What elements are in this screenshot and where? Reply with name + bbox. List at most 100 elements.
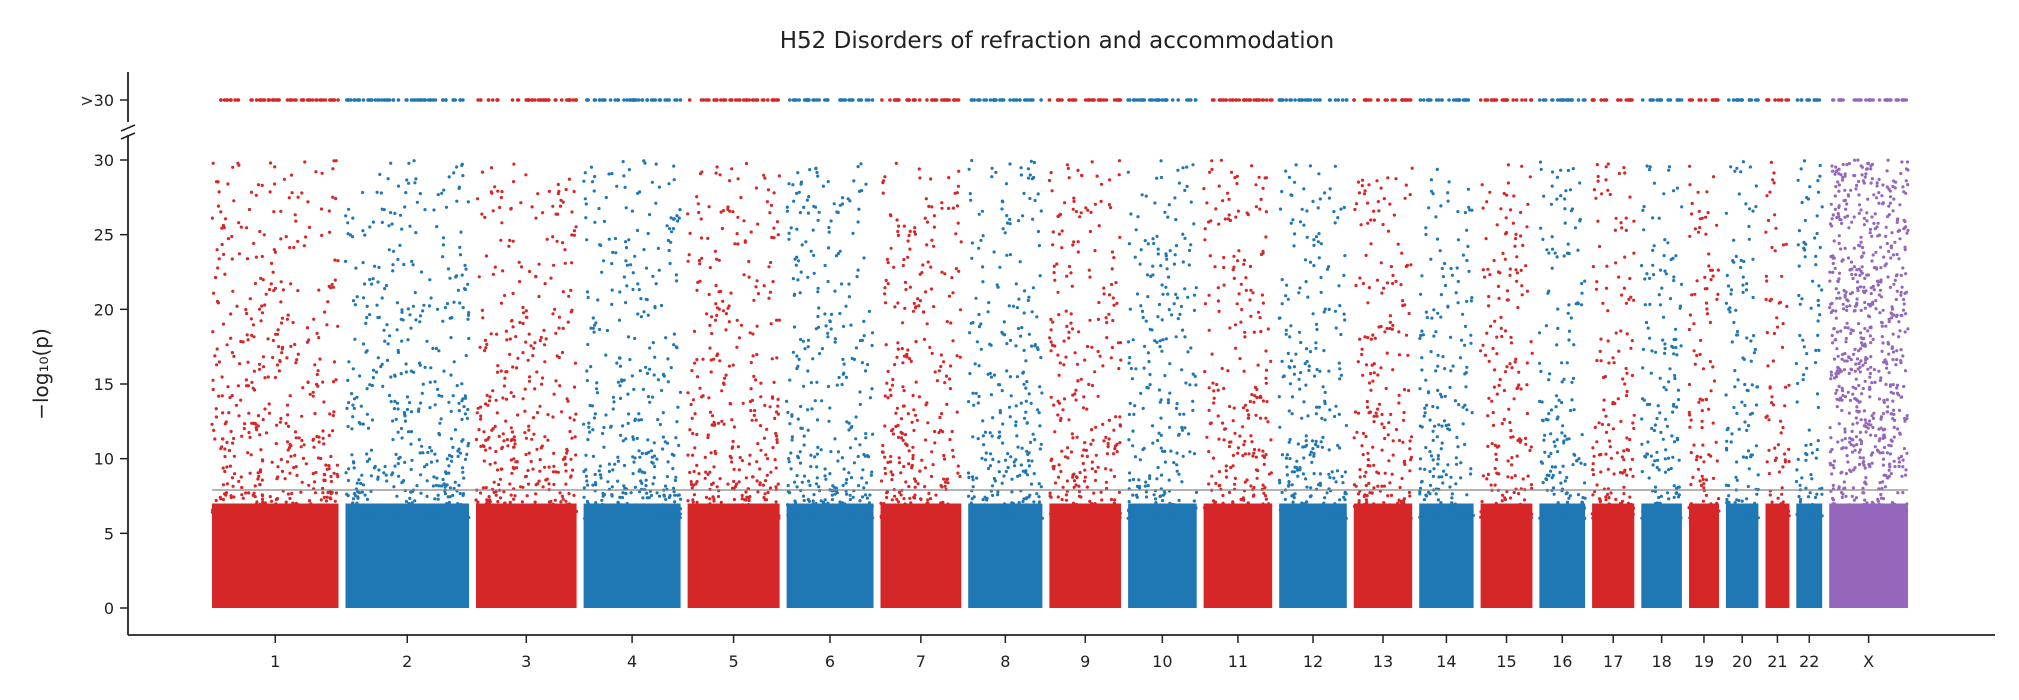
data-point <box>1340 474 1344 479</box>
data-point <box>220 375 224 379</box>
data-point <box>824 324 828 328</box>
data-point <box>1163 491 1167 495</box>
overflow-point <box>896 98 901 102</box>
data-point <box>1103 507 1107 511</box>
data-point <box>446 513 450 517</box>
data-point <box>724 373 728 377</box>
data-point <box>791 350 796 354</box>
data-point <box>871 432 875 436</box>
data-point <box>1066 446 1070 450</box>
data-point <box>447 500 451 505</box>
data-point <box>534 216 538 220</box>
data-point <box>226 237 231 241</box>
data-point <box>690 369 694 373</box>
data-point <box>331 167 335 171</box>
data-point <box>1152 241 1156 246</box>
data-point <box>902 497 906 501</box>
data-point <box>535 447 539 451</box>
data-point <box>1141 509 1146 513</box>
overflow-point <box>1039 98 1043 102</box>
data-point <box>842 371 846 375</box>
data-point <box>648 367 652 371</box>
data-point <box>391 269 395 273</box>
data-point <box>1147 360 1151 364</box>
data-point <box>1071 473 1075 477</box>
data-point <box>307 225 312 229</box>
data-point <box>296 289 300 293</box>
data-point <box>312 480 317 484</box>
overflow-point <box>1270 98 1274 102</box>
data-point <box>1211 456 1216 460</box>
data-point <box>1158 494 1162 499</box>
data-point <box>618 396 623 400</box>
overflow-point <box>1278 98 1283 102</box>
data-point <box>445 483 449 487</box>
data-point <box>851 231 855 235</box>
data-point <box>561 326 565 330</box>
data-point <box>499 301 504 305</box>
data-point <box>710 315 714 319</box>
data-point <box>1269 438 1273 442</box>
data-point <box>569 457 573 461</box>
data-point <box>559 516 563 520</box>
data-point <box>273 286 277 290</box>
data-point <box>663 516 667 521</box>
data-point <box>728 402 732 406</box>
data-point <box>845 492 849 496</box>
data-point <box>1251 513 1255 517</box>
data-point <box>1008 162 1012 166</box>
data-point <box>1224 469 1228 473</box>
data-point <box>635 516 640 520</box>
data-point <box>1217 470 1221 474</box>
data-point <box>296 195 300 199</box>
data-point <box>1180 480 1184 484</box>
overflow-point <box>1025 98 1030 102</box>
data-point <box>1300 501 1304 505</box>
overflow-point <box>1219 98 1224 102</box>
data-point <box>485 342 489 346</box>
overflow-point <box>613 98 617 102</box>
data-point <box>789 451 793 455</box>
data-point <box>1315 327 1319 332</box>
data-point <box>232 199 236 203</box>
overflow-point <box>1306 98 1311 102</box>
data-point <box>410 515 414 519</box>
data-point <box>798 461 803 465</box>
data-point <box>357 420 361 425</box>
data-point <box>1194 490 1199 494</box>
data-point <box>796 171 800 175</box>
data-point <box>247 430 251 435</box>
data-point <box>1228 326 1232 330</box>
data-point <box>284 235 288 239</box>
data-point <box>730 418 734 422</box>
data-point <box>607 462 612 466</box>
data-point <box>426 450 430 455</box>
data-point <box>512 162 516 166</box>
data-point <box>836 459 840 463</box>
data-point <box>405 511 409 515</box>
data-point <box>253 281 257 286</box>
data-point <box>387 224 391 228</box>
data-point <box>417 409 421 413</box>
data-point <box>239 398 243 402</box>
data-point <box>719 516 723 521</box>
data-point <box>389 211 393 215</box>
data-point <box>848 497 853 502</box>
data-point <box>1207 482 1211 486</box>
data-point <box>370 282 374 286</box>
data-point <box>823 467 827 471</box>
data-point <box>465 452 469 456</box>
data-point <box>286 413 290 417</box>
data-point <box>1102 439 1106 443</box>
data-point <box>640 481 644 485</box>
data-point <box>1254 183 1258 187</box>
data-point <box>480 504 484 508</box>
data-point <box>511 291 515 296</box>
data-point <box>1293 180 1297 184</box>
data-point <box>237 221 241 225</box>
data-point <box>404 370 408 374</box>
data-point <box>1156 438 1160 443</box>
data-point <box>355 510 359 514</box>
data-point <box>544 508 548 512</box>
data-point <box>662 373 666 377</box>
